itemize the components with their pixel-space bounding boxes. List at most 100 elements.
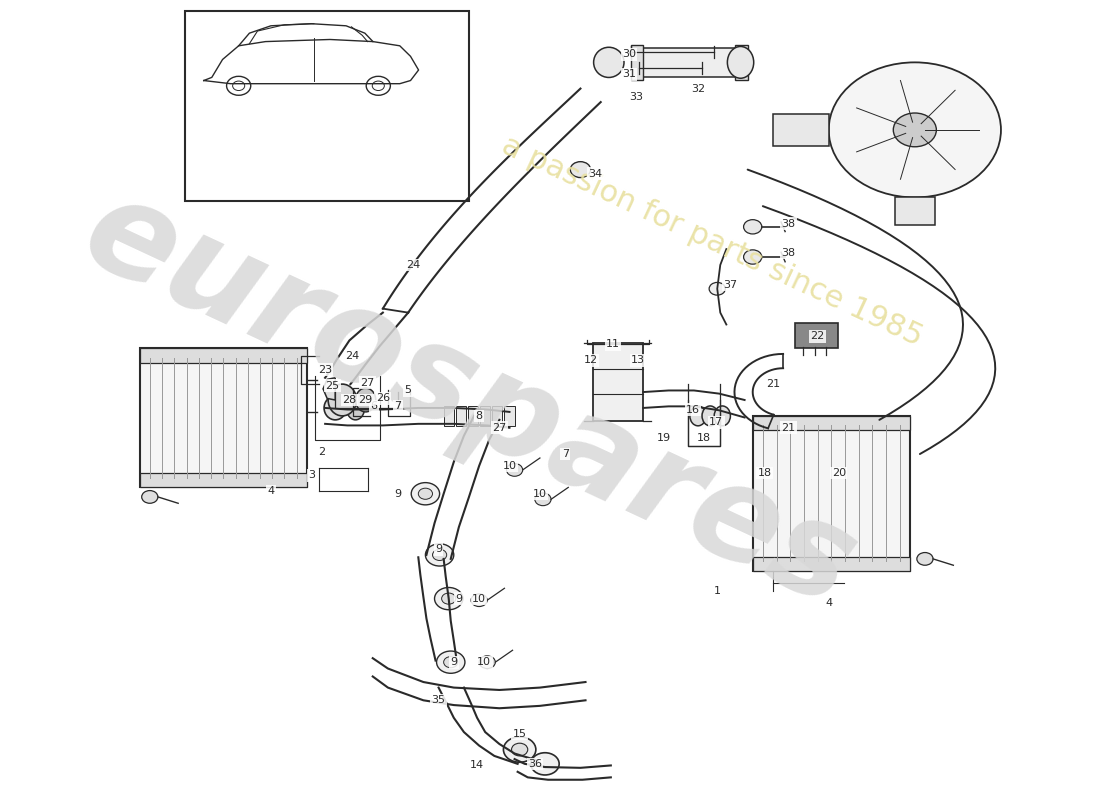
Text: 26: 26 xyxy=(376,394,389,403)
Text: 12: 12 xyxy=(583,355,597,366)
Text: 9: 9 xyxy=(434,544,442,554)
Circle shape xyxy=(471,594,487,606)
Text: 21: 21 xyxy=(766,379,780,389)
Text: 24: 24 xyxy=(345,351,360,362)
Text: 10: 10 xyxy=(532,489,547,498)
Circle shape xyxy=(917,553,933,566)
Text: a passion for parts since 1985: a passion for parts since 1985 xyxy=(497,130,927,352)
Bar xyxy=(140,473,307,487)
Bar xyxy=(593,342,644,421)
Bar xyxy=(752,416,910,430)
Bar xyxy=(468,406,478,426)
Text: 19: 19 xyxy=(657,433,671,443)
Text: 15: 15 xyxy=(513,729,527,738)
Text: 25: 25 xyxy=(326,381,339,390)
Text: 1: 1 xyxy=(714,586,720,596)
Text: 29: 29 xyxy=(359,395,373,405)
Circle shape xyxy=(480,656,495,669)
Text: 11: 11 xyxy=(606,339,620,350)
Text: 33: 33 xyxy=(629,91,644,102)
Circle shape xyxy=(506,463,522,476)
Text: 7: 7 xyxy=(395,402,402,411)
Circle shape xyxy=(744,220,762,234)
Ellipse shape xyxy=(324,396,346,420)
Text: 27: 27 xyxy=(361,378,375,387)
Circle shape xyxy=(437,651,465,674)
Text: 36: 36 xyxy=(528,759,542,769)
Bar xyxy=(443,406,454,426)
Text: 18: 18 xyxy=(697,433,711,443)
Text: 37: 37 xyxy=(724,280,737,290)
Text: 27: 27 xyxy=(493,423,506,433)
Circle shape xyxy=(418,488,432,499)
Circle shape xyxy=(570,162,591,178)
Ellipse shape xyxy=(328,384,356,416)
Circle shape xyxy=(432,550,447,561)
FancyBboxPatch shape xyxy=(795,323,838,348)
Text: 38: 38 xyxy=(781,248,795,258)
Bar xyxy=(455,406,466,426)
Text: 7: 7 xyxy=(562,449,569,459)
Text: eurospares: eurospares xyxy=(64,166,874,634)
Text: 6: 6 xyxy=(371,402,377,411)
Text: 28: 28 xyxy=(342,395,356,405)
Bar xyxy=(736,45,748,80)
Text: 9: 9 xyxy=(450,657,458,667)
Text: 9: 9 xyxy=(395,489,402,498)
Bar xyxy=(140,348,307,362)
Text: 18: 18 xyxy=(758,468,772,478)
Text: 22: 22 xyxy=(811,331,825,342)
Bar xyxy=(185,10,469,202)
Text: 4: 4 xyxy=(267,486,275,496)
Circle shape xyxy=(512,743,528,756)
Bar xyxy=(140,348,307,487)
Circle shape xyxy=(744,250,762,264)
Circle shape xyxy=(828,62,1001,198)
Circle shape xyxy=(531,753,559,775)
Text: 23: 23 xyxy=(318,365,332,375)
Circle shape xyxy=(893,113,936,146)
Bar xyxy=(505,406,515,426)
Text: 20: 20 xyxy=(832,468,846,478)
Text: 10: 10 xyxy=(472,594,486,604)
Text: 3: 3 xyxy=(308,470,316,481)
Ellipse shape xyxy=(690,406,706,426)
Bar xyxy=(773,114,828,146)
Circle shape xyxy=(142,490,158,503)
Text: 34: 34 xyxy=(588,169,603,178)
Polygon shape xyxy=(323,378,336,400)
Circle shape xyxy=(426,544,454,566)
Text: 30: 30 xyxy=(623,50,636,59)
Text: 2: 2 xyxy=(319,446,326,457)
Circle shape xyxy=(535,493,551,506)
Circle shape xyxy=(434,587,463,610)
Ellipse shape xyxy=(702,406,718,426)
Text: 8: 8 xyxy=(475,411,483,421)
Bar xyxy=(636,48,742,77)
Circle shape xyxy=(441,593,455,604)
Ellipse shape xyxy=(594,47,624,78)
Circle shape xyxy=(411,482,440,505)
Text: 17: 17 xyxy=(710,418,724,427)
Circle shape xyxy=(504,737,536,762)
Text: 16: 16 xyxy=(686,405,700,414)
Text: 14: 14 xyxy=(470,761,484,770)
Text: 32: 32 xyxy=(691,83,705,94)
Bar xyxy=(493,406,503,426)
Text: 31: 31 xyxy=(623,70,636,79)
Circle shape xyxy=(443,657,458,668)
Text: 13: 13 xyxy=(631,355,646,366)
Ellipse shape xyxy=(355,388,376,412)
Text: 21: 21 xyxy=(781,423,795,433)
Ellipse shape xyxy=(727,46,754,78)
Text: 24: 24 xyxy=(406,260,420,270)
Text: 5: 5 xyxy=(405,386,411,395)
Text: 9: 9 xyxy=(455,594,462,604)
Text: 10: 10 xyxy=(503,461,517,471)
Ellipse shape xyxy=(346,396,364,420)
Bar xyxy=(752,557,910,571)
Text: 38: 38 xyxy=(781,218,795,229)
Text: 4: 4 xyxy=(825,598,833,607)
Bar xyxy=(631,45,644,80)
Bar xyxy=(480,406,491,426)
